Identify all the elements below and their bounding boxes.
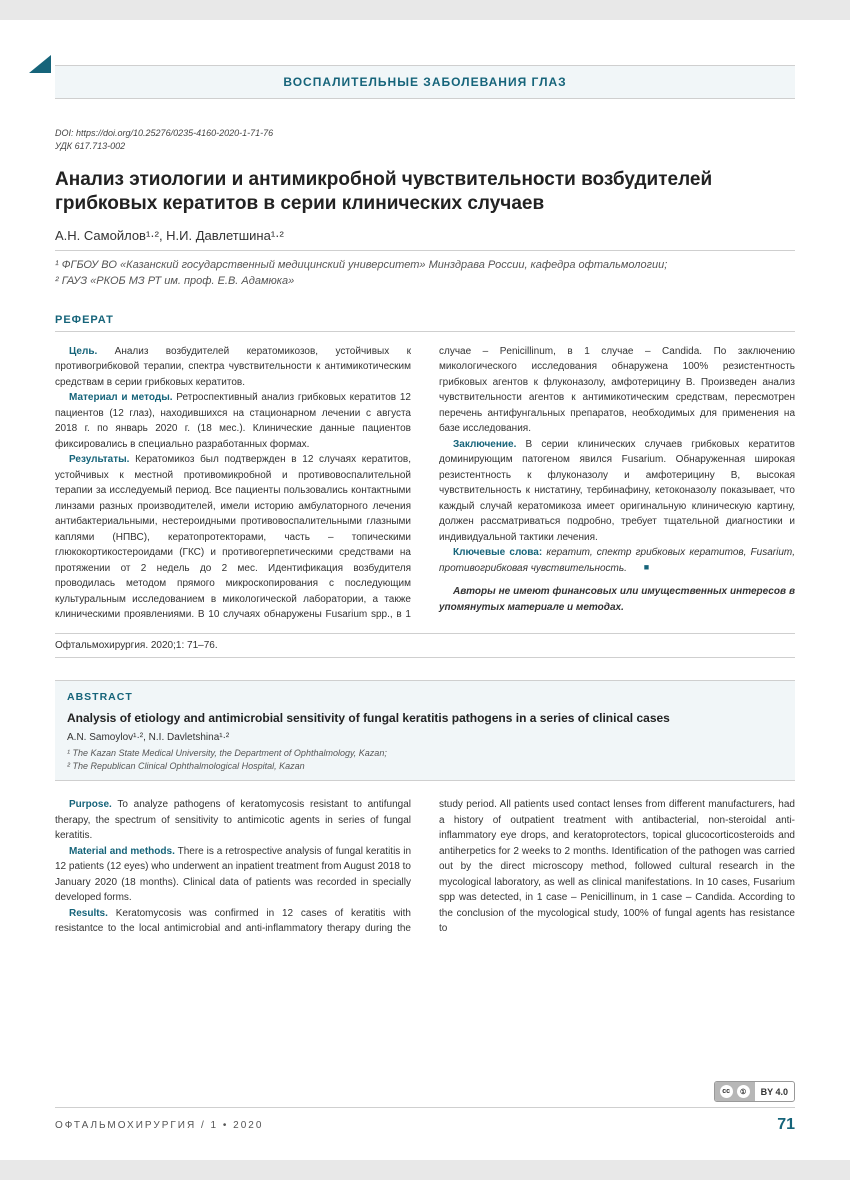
abstract-en-authors: A.N. Samoylov¹·², N.I. Davletshina¹·² [67, 732, 783, 743]
citation: Офтальмохирургия. 2020;1: 71–76. [55, 633, 795, 658]
conclusion-text: В серии клинических случаев грибковых ке… [439, 439, 795, 543]
affiliation-1: ¹ ФГБОУ ВО «Казанский государственный ме… [55, 257, 795, 274]
abstract-en-heading: ABSTRACT [67, 691, 783, 703]
abstract-en-methods: Material and methods. There is a retrosp… [55, 844, 411, 906]
purpose-label: Цель. [69, 346, 97, 357]
abstract-purpose: Цель. Анализ возбудителей кератомикозов,… [55, 344, 411, 391]
cc-badge-left: cc ① [715, 1082, 755, 1101]
abstract-en-affil2: ² The Republican Clinical Ophthalmologic… [67, 760, 783, 773]
keywords-label: Ключевые слова: [453, 547, 542, 558]
abstract-en-title: Analysis of etiology and antimicrobial s… [67, 711, 783, 727]
article-title: Анализ этиологии и антимикробной чувстви… [55, 168, 795, 216]
by-icon: ① [737, 1085, 750, 1098]
udk-text: УДК 617.713-002 [55, 140, 795, 153]
methods-en-label: Material and methods. [69, 846, 175, 857]
methods-label: Материал и методы. [69, 392, 173, 403]
abstract-ru-heading: РЕФЕРАТ [55, 314, 795, 332]
page-footer: ОФТАЛЬМОХИРУРГИЯ / 1 • 2020 71 [55, 1107, 795, 1134]
category-header: ВОСПАЛИТЕЛЬНЫЕ ЗАБОЛЕВАНИЯ ГЛАЗ [55, 65, 795, 99]
page-number: 71 [777, 1116, 795, 1134]
cc-badge-text: BY 4.0 [755, 1084, 794, 1100]
corner-decoration [29, 55, 51, 73]
page: ВОСПАЛИТЕЛЬНЫЕ ЗАБОЛЕВАНИЯ ГЛАЗ DOI: htt… [0, 20, 850, 1160]
abstract-ru-body: Цель. Анализ возбудителей кератомикозов,… [55, 344, 795, 623]
conclusion-label: Заключение. [453, 439, 516, 450]
abstract-keywords: Ключевые слова: кератит, спектр грибковы… [439, 545, 795, 576]
doi-text: DOI: https://doi.org/10.25276/0235-4160-… [55, 127, 795, 140]
disclosure-text: Авторы не имеют финансовых или имуществе… [439, 586, 795, 613]
disclosure: Авторы не имеют финансовых или имуществе… [439, 584, 795, 615]
purpose-en-label: Purpose. [69, 799, 112, 810]
abstract-en-body: Purpose. To analyze pathogens of keratom… [55, 797, 795, 937]
abstract-en-block: ABSTRACT Analysis of etiology and antimi… [55, 680, 795, 782]
affiliations: ¹ ФГБОУ ВО «Казанский государственный ме… [55, 257, 795, 290]
doi-block: DOI: https://doi.org/10.25276/0235-4160-… [55, 127, 795, 152]
cc-license-badge: cc ① BY 4.0 [714, 1081, 795, 1102]
category-text: ВОСПАЛИТЕЛЬНЫЕ ЗАБОЛЕВАНИЯ ГЛАЗ [283, 75, 566, 89]
abstract-conclusion: Заключение. В серии клинических случаев … [439, 437, 795, 546]
authors: А.Н. Самойлов¹·², Н.И. Давлетшина¹·² [55, 228, 795, 251]
cc-icon: cc [720, 1085, 733, 1098]
results-en-label: Results. [69, 908, 108, 919]
results-label: Результаты. [69, 454, 129, 465]
abstract-methods: Материал и методы. Ретроспективный анали… [55, 390, 411, 452]
purpose-text: Анализ возбудителей кератомикозов, устой… [55, 346, 411, 388]
abstract-en-affil1: ¹ The Kazan State Medical University, th… [67, 747, 783, 760]
abstract-en-purpose: Purpose. To analyze pathogens of keratom… [55, 797, 411, 844]
journal-info: ОФТАЛЬМОХИРУРГИЯ / 1 • 2020 [55, 1120, 263, 1131]
affiliation-2: ² ГАУЗ «РКОБ МЗ РТ им. проф. Е.В. Адамюк… [55, 273, 795, 290]
